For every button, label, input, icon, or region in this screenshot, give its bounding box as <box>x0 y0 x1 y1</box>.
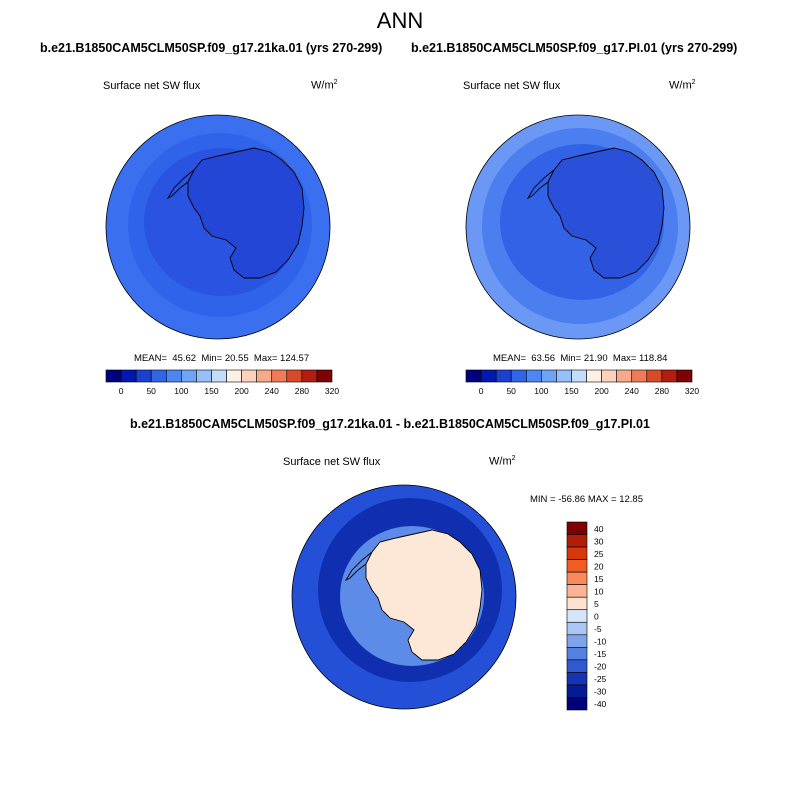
diff-colorbar-box <box>566 647 588 661</box>
diff-colorbar-tick: 15 <box>594 574 604 584</box>
diff-colorbar-box <box>566 697 588 711</box>
diff-colorbar-tick: -40 <box>594 699 607 709</box>
panel2-colorbar-tick: 200 <box>595 386 609 396</box>
panel1-colorbar-box <box>211 369 227 383</box>
panel2-colorbar-box <box>661 369 678 383</box>
panel2-colorbar-tick: 0 <box>479 386 484 396</box>
panel2-units: W/m2 <box>669 79 696 92</box>
panel1-colorbar-box <box>271 369 288 383</box>
diff-colorbar-box <box>566 621 588 636</box>
panel1-colorbar-tick: 100 <box>174 386 188 396</box>
panel2-colorbar-box <box>465 369 482 383</box>
panel2-title: b.e21.B1850CAM5CLM50SP.f09_g17.PI.01 (yr… <box>411 41 738 55</box>
season-title: ANN <box>376 8 424 33</box>
diff-variable: Surface net SW flux <box>283 456 381 468</box>
panel2-colorbar-box <box>601 369 617 383</box>
diff-title: b.e21.B1850CAM5CLM50SP.f09_g17.21ka.01 -… <box>130 417 650 431</box>
diff-colorbar-tick: -5 <box>594 624 602 634</box>
panel1-colorbar-tick: 0 <box>119 386 124 396</box>
panel2-colorbar-box <box>510 369 527 383</box>
diff-minmax: MIN = -56.86 MAX = 12.85 <box>530 494 644 505</box>
panel1-colorbar-box <box>135 369 152 383</box>
panel2-colorbar-box <box>525 369 542 383</box>
diff-colorbar-tick: 25 <box>594 549 604 559</box>
panel1-colorbar-box <box>316 369 333 383</box>
panel2-colorbar-box <box>616 369 633 383</box>
panel2-colorbar-box <box>631 369 648 383</box>
panel1-colorbar-box <box>286 369 303 383</box>
panel2-colorbar-tick: 50 <box>506 386 516 396</box>
panel1-map-border <box>105 114 331 340</box>
diff-units: W/m2 <box>489 455 516 468</box>
panel1-colorbar-box <box>120 369 137 383</box>
panel1-variable: Surface net SW flux <box>103 80 201 92</box>
panel2-colorbar-tick: 240 <box>625 386 639 396</box>
panel1-colorbar-box <box>105 369 122 383</box>
diff-colorbar-box <box>566 634 588 648</box>
panel1-title: b.e21.B1850CAM5CLM50SP.f09_g17.21ka.01 (… <box>40 41 383 55</box>
panel1-colorbar-box <box>226 369 242 383</box>
panel2-colorbar-box <box>676 369 693 383</box>
panel1-colorbar-box <box>165 369 182 383</box>
diff-colorbar-box <box>566 559 588 573</box>
panel1-colorbar-tick: 320 <box>325 386 339 396</box>
panel2-colorbar: 0 50 100 150 200 240 280 320 <box>465 369 699 396</box>
panel1-colorbar-tick: 240 <box>265 386 279 396</box>
diff-colorbar-tick: -20 <box>594 662 607 672</box>
diff-colorbar-tick: 10 <box>594 586 604 596</box>
diff-colorbar-box <box>566 609 588 623</box>
diff-colorbar-box <box>566 684 588 698</box>
diff-colorbar-box <box>566 672 588 686</box>
diff-map-border <box>291 484 517 710</box>
diff-colorbar-box <box>566 546 588 560</box>
panel1-colorbar-tick: 280 <box>295 386 309 396</box>
diff-colorbar-tick: -25 <box>594 674 607 684</box>
panel2-colorbar-box <box>571 369 587 383</box>
diff-colorbar-tick: 30 <box>594 536 604 546</box>
panel1-colorbar-box <box>256 369 273 383</box>
panel1-units: W/m2 <box>311 79 338 92</box>
diff-colorbar-box <box>566 534 588 548</box>
diff-colorbar-tick: 40 <box>594 524 604 534</box>
diff-colorbar-box <box>566 571 588 585</box>
panel2-colorbar-box <box>495 369 512 383</box>
panel2-variable: Surface net SW flux <box>463 80 561 92</box>
panel2-colorbar-box <box>480 369 497 383</box>
diff-colorbar-tick: -10 <box>594 637 607 647</box>
panel2-colorbar-tick: 280 <box>655 386 669 396</box>
panel1-colorbar-box <box>241 369 257 383</box>
diff-colorbar: 40 30 25 20 15 10 5 0 -5 -10 -15 -20 -25 -30 -40 <box>566 521 607 711</box>
diff-colorbar-box <box>566 584 588 598</box>
diff-colorbar-box <box>566 596 588 611</box>
panel2-map-border <box>465 114 691 340</box>
panel1-polar-map <box>106 115 330 339</box>
panel2-polar-map <box>466 115 690 339</box>
panel2-stats: MEAN= 63.56 Min= 21.90 Max= 118.84 <box>493 353 668 364</box>
panel2-colorbar-tick: 320 <box>685 386 699 396</box>
diff-colorbar-tick: -30 <box>594 687 607 697</box>
diff-colorbar-tick: 0 <box>594 612 599 622</box>
diff-colorbar-tick: 20 <box>594 561 604 571</box>
panel1-colorbar-box <box>181 369 197 383</box>
panel1-colorbar-box <box>196 369 212 383</box>
panel1-colorbar-box <box>150 369 167 383</box>
panel2-colorbar-box <box>556 369 572 383</box>
diff-colorbar-box <box>566 659 588 673</box>
panel2-colorbar-tick: 150 <box>564 386 578 396</box>
panel2-colorbar-tick: 100 <box>534 386 548 396</box>
panel1-colorbar-tick: 150 <box>204 386 218 396</box>
panel1-colorbar: 0 50 100 150 200 240 280 320 <box>105 369 339 396</box>
panel1-colorbar-tick: 200 <box>235 386 249 396</box>
panel1-stats: MEAN= 45.62 Min= 20.55 Max= 124.57 <box>134 353 310 364</box>
panel1-colorbar-box <box>301 369 318 383</box>
diff-colorbar-tick: 5 <box>594 599 599 609</box>
panel2-colorbar-box <box>541 369 557 383</box>
diff-colorbar-tick: -15 <box>594 649 607 659</box>
panel2-colorbar-box <box>586 369 602 383</box>
panel2-colorbar-box <box>646 369 663 383</box>
panel1-colorbar-tick: 50 <box>146 386 156 396</box>
diff-colorbar-box <box>566 521 588 535</box>
diff-polar-map <box>292 485 516 709</box>
